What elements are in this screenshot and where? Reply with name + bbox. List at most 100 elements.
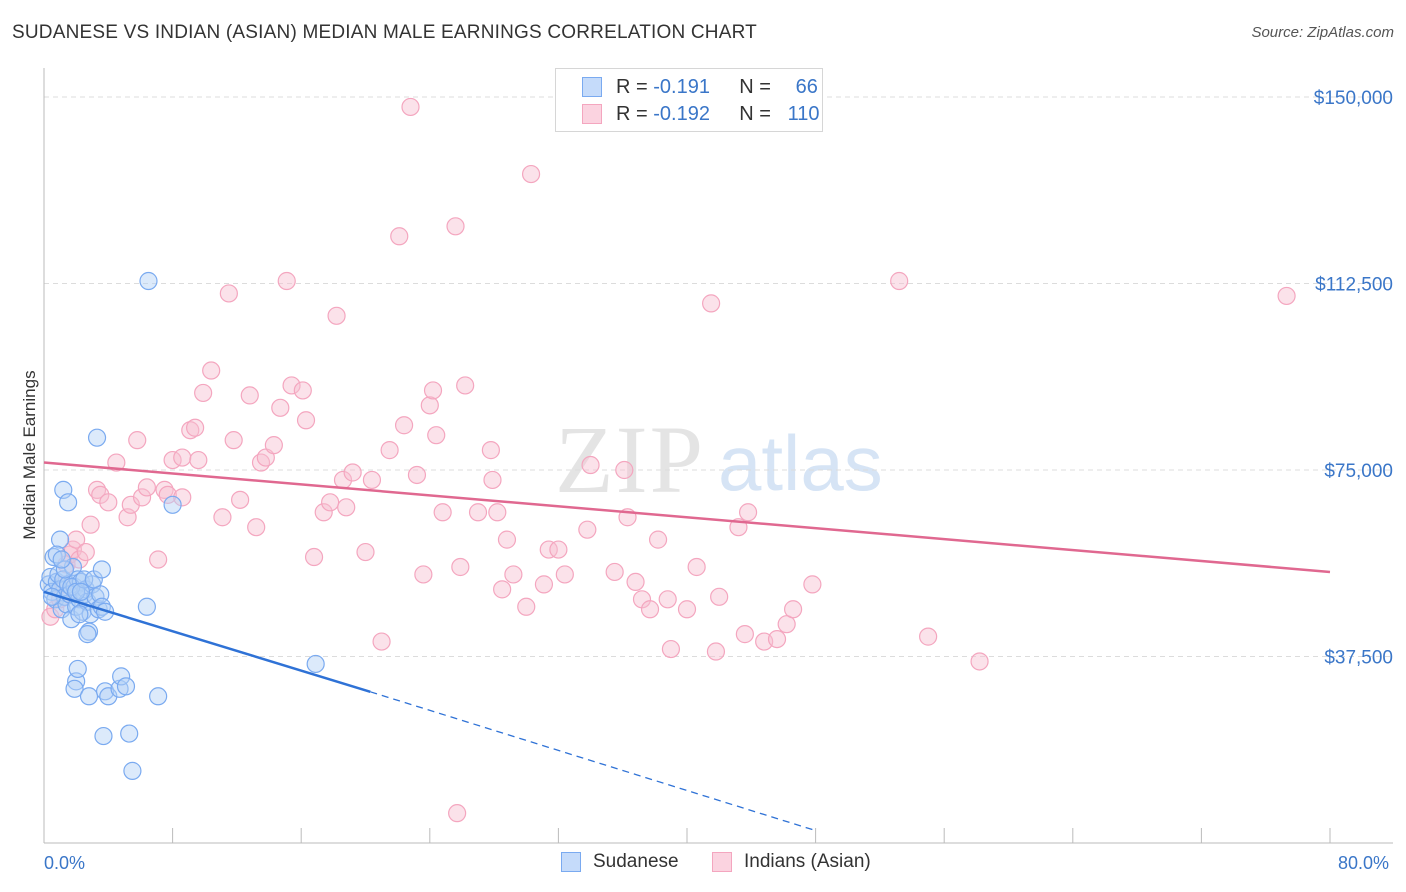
indian-asian-point xyxy=(343,463,362,482)
indian-asian-point xyxy=(296,411,316,430)
indian-asian-point xyxy=(427,426,446,445)
sudanese-point xyxy=(55,560,74,579)
stats-legend: R = -0.191 N = 66 R = -0.192 N = 110 xyxy=(555,68,823,132)
indian-asian-point xyxy=(224,431,243,450)
legend-item-sudanese: Sudanese xyxy=(561,851,679,873)
indian-asian-point xyxy=(356,542,375,562)
indian-asian-point xyxy=(372,632,391,651)
sudanese-point xyxy=(92,560,111,579)
indian-asian-point xyxy=(390,227,409,246)
indian-asian-point xyxy=(555,565,574,584)
legend-row-sudanese: R = -0.191 N = 66 xyxy=(582,75,818,99)
indian-asian-point xyxy=(67,530,86,549)
sudanese-point xyxy=(123,761,142,780)
indian-asian-point xyxy=(107,453,126,472)
indian-asian-point xyxy=(181,421,200,440)
indian-asian-point xyxy=(483,470,502,490)
sudanese-point xyxy=(94,726,113,746)
indian-asian-point xyxy=(264,436,283,455)
legend-label-indians: Indians (Asian) xyxy=(744,851,871,872)
y-tick-label: $150,000 xyxy=(1314,88,1393,109)
source-label: Source: ZipAtlas.com xyxy=(1251,24,1394,41)
indian-asian-point xyxy=(213,508,232,527)
indian-asian-point xyxy=(99,493,118,512)
indian-asian-point xyxy=(549,540,568,559)
sudanese-point xyxy=(65,679,84,698)
indian-asian-point xyxy=(219,284,238,303)
sudanese-point xyxy=(137,597,156,616)
indian-asian-point xyxy=(423,381,443,400)
indian-asian-point xyxy=(202,361,221,380)
indian-asian-point xyxy=(735,625,754,644)
indian-asian-point xyxy=(456,376,475,395)
sudanese-point xyxy=(52,550,71,569)
x-max-label: 80.0% xyxy=(1338,853,1390,873)
indian-asian-point xyxy=(468,503,488,522)
indian-asian-point xyxy=(539,540,558,559)
indian-asian-point xyxy=(803,575,822,594)
legend-item-indians: Indians (Asian) xyxy=(712,851,871,873)
indian-asian-point xyxy=(277,271,296,291)
legend-swatch-indians xyxy=(582,104,602,124)
indian-asian-point xyxy=(240,386,259,405)
watermark-zip: ZIP xyxy=(555,406,705,513)
indian-asian-point xyxy=(661,639,681,659)
sudanese-point xyxy=(70,605,89,624)
indian-asian-point xyxy=(70,550,89,569)
indian-asian-point xyxy=(194,383,213,403)
indian-asian-point xyxy=(710,587,729,606)
indian-asian-point xyxy=(76,542,95,562)
indian-asian-point xyxy=(81,515,100,534)
y-axis-label: Median Male Earnings xyxy=(20,370,39,540)
indian-asian-point xyxy=(271,398,290,417)
legend-swatch-sudanese xyxy=(582,77,602,97)
indian-asian-point xyxy=(186,418,205,437)
indian-asian-point xyxy=(521,164,541,184)
grid-lines xyxy=(44,96,1393,657)
indian-asian-point xyxy=(155,480,174,499)
indian-asian-point xyxy=(304,547,324,567)
indian-asian-point xyxy=(414,565,433,584)
sudanese-point xyxy=(112,667,131,686)
indian-asian-point xyxy=(247,518,266,537)
indian-asian-point xyxy=(420,396,439,415)
watermark-atlas: atlas xyxy=(718,419,883,507)
indian-asian-point xyxy=(173,488,192,507)
indian-asian-point xyxy=(605,562,624,582)
sudanese-point xyxy=(50,530,70,549)
trend-line-sudanese-extension xyxy=(370,691,816,832)
x-min-label: 0.0% xyxy=(44,853,86,873)
indian-asian-point xyxy=(401,97,420,117)
indian-asian-point xyxy=(919,627,938,646)
indian-asian-point xyxy=(488,503,507,522)
indian-asian-point xyxy=(517,597,536,616)
x-ticks xyxy=(43,828,1331,843)
indian-asian-point xyxy=(534,575,554,594)
legend-row-indians: R = -0.192 N = 110 xyxy=(582,102,820,126)
watermark: ZIP atlas xyxy=(555,406,883,513)
legend-swatch-sudanese-bottom xyxy=(561,852,581,872)
indian-asian-point xyxy=(446,217,465,236)
indian-asian-point xyxy=(648,530,668,549)
legend-r-label: R = xyxy=(616,75,648,98)
y-tick-label: $112,500 xyxy=(1315,275,1393,296)
indian-asian-point xyxy=(321,493,340,512)
sudanese-point xyxy=(116,677,136,696)
indian-asian-point xyxy=(132,488,152,507)
series-legend: Sudanese Indians (Asian) xyxy=(0,851,1406,877)
indian-asian-point xyxy=(706,642,726,661)
series-sudanese xyxy=(39,271,325,780)
indian-asian-point xyxy=(626,572,645,592)
sudanese-point xyxy=(306,654,325,674)
legend-r-value: -0.191 xyxy=(653,75,710,98)
indian-asian-point xyxy=(251,453,271,472)
indian-asian-point xyxy=(783,600,803,619)
legend-r-value: -0.192 xyxy=(653,102,710,125)
indian-asian-point xyxy=(394,416,414,435)
trend-lines xyxy=(43,461,1331,832)
sudanese-point xyxy=(71,582,91,601)
indian-asian-point xyxy=(149,550,168,569)
indian-asian-point xyxy=(658,590,677,609)
indian-asian-point xyxy=(1277,286,1296,306)
